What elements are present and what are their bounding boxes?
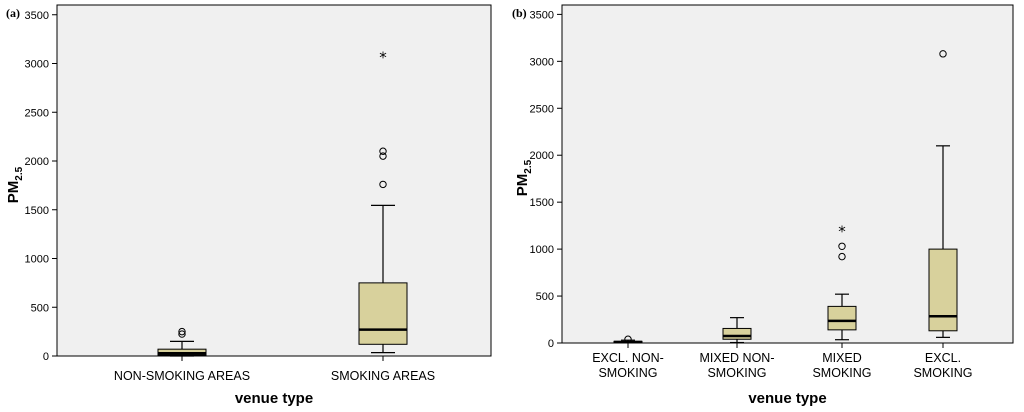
y-tick-label: 1500 [25,205,49,217]
y-tick-label: 1000 [530,244,554,256]
outlier-point [379,147,387,155]
y-tick-label: 2000 [25,156,49,168]
y-axis-label-main: PM [514,174,531,197]
category-label: EXCL. NON- [592,351,664,365]
y-tick-label: 0 [43,351,49,363]
y-tick-label: 2000 [530,150,554,162]
y-axis-label: PM2.5 [5,166,25,203]
y-tick-label: 2500 [25,107,49,119]
outlier-point [379,180,387,189]
iqr-box [358,282,408,345]
category-label: MIXED NON- [700,351,775,365]
y-tick-label: 3000 [25,59,49,71]
y-tick-label: 3000 [530,56,554,68]
category-label: MIXED [822,351,862,365]
y-tick-label: 3500 [530,9,554,21]
extreme-point: * [838,222,846,240]
panel-b: (b) 0 500 1000 1500 2000 2500 3000 3500 PM2.5 venu… [512,4,1014,407]
y-tick-label: 2500 [530,103,554,115]
category-label: SMOKING [913,366,972,380]
box-group: MIXED NON-SMOKING [700,317,775,380]
y-tick-label: 1000 [25,254,49,266]
y-tick-label: 500 [31,302,49,314]
category-label: SMOKING AREAS [331,369,435,383]
iqr-box [722,327,752,340]
box-group: * SMOKING AREAS [331,49,435,383]
y-axis-label: PM2.5 [514,159,534,196]
y-axis-label-main: PM [5,181,22,204]
category-label: SMOKING [812,366,871,380]
outlier-point [178,327,186,336]
outlier-point [939,50,947,58]
outlier-point [178,330,186,338]
iqr-box [827,305,857,331]
category-label: NON-SMOKING AREAS [114,369,250,383]
y-tick-label: 0 [548,338,554,350]
x-axis-label: venue type [235,390,313,407]
y-tick-label: 1500 [530,197,554,209]
box-group: NON-SMOKING AREAS [114,327,250,383]
y-tick-label: 3500 [25,10,49,22]
outlier-point [838,242,846,250]
x-axis-label: venue type [748,390,826,407]
y-axis-label-subscript: 2.5 [14,166,25,180]
outlier-point [379,152,387,160]
box-group: EXCL.SMOKING [913,50,973,380]
category-label: EXCL. [925,351,961,365]
y-tick-label: 500 [536,291,554,303]
panel-a: (a) 0 500 1000 1500 2000 2500 3000 3500 PM2.5 venu… [5,4,492,407]
outlier-point [838,252,846,261]
extreme-point: * [379,49,387,67]
panel-label: (a) [6,6,20,20]
iqr-box [928,248,958,332]
panel-label: (b) [512,6,527,20]
y-axis-label-subscript: 2.5 [523,159,534,173]
box-group: EXCL. NON-SMOKING [592,335,664,380]
category-label: SMOKING [707,366,766,380]
category-label: SMOKING [598,366,657,380]
plot-area [56,4,492,357]
outlier-point [624,335,632,343]
